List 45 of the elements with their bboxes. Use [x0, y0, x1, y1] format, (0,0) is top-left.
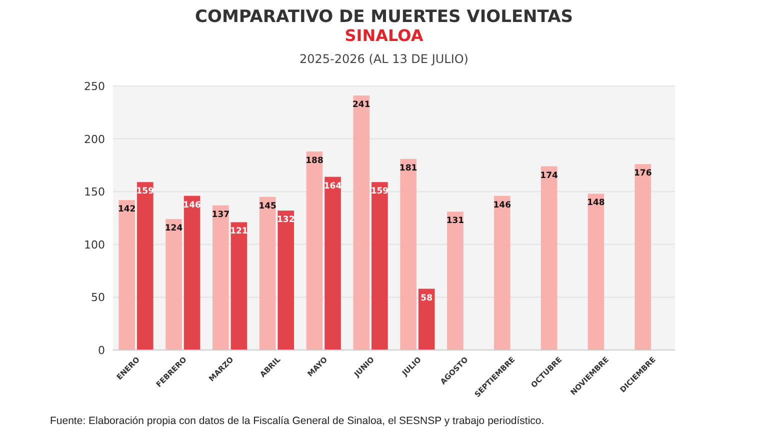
- bar: [230, 222, 248, 350]
- data-label: 241: [352, 100, 370, 110]
- bar: [212, 205, 229, 350]
- data-label: 137: [212, 210, 230, 220]
- bar: [166, 219, 182, 350]
- bar: [278, 210, 294, 350]
- y-tick-label: 200: [84, 132, 105, 146]
- y-tick-label: 100: [84, 238, 105, 252]
- text: 2025-2026 (AL 13 DE JULIO): [299, 52, 469, 66]
- chart-title: COMPARATIVO DE MUERTES VIOLENTAS: [195, 7, 573, 27]
- bar: [184, 196, 200, 350]
- bar: [400, 158, 416, 350]
- y-tick-label: 250: [84, 80, 105, 93]
- bar: [418, 288, 435, 350]
- data-label: 58: [420, 293, 433, 304]
- bar: [447, 212, 464, 350]
- data-label: 146: [493, 200, 512, 210]
- bar: [588, 194, 604, 350]
- y-tick-label: 50: [91, 291, 105, 304]
- bar: [372, 182, 388, 350]
- chart-subtitle: SINALOA: [344, 26, 424, 45]
- bar: [494, 196, 510, 350]
- data-label: 181: [399, 163, 418, 174]
- bar: [259, 196, 276, 350]
- data-label: 132: [276, 215, 295, 226]
- data-label: 188: [306, 156, 324, 166]
- data-label: 142: [118, 204, 136, 215]
- bar: [634, 164, 652, 350]
- data-label: 159: [136, 186, 154, 197]
- bar: [306, 151, 323, 350]
- data-label: 159: [370, 186, 389, 197]
- bar: [540, 166, 558, 350]
- y-tick-label: 150: [84, 186, 105, 199]
- bar: [324, 176, 341, 350]
- y-tick-label: 0: [98, 344, 105, 357]
- data-label: 131: [446, 216, 464, 226]
- bar: [136, 182, 154, 350]
- bar: [118, 200, 135, 350]
- data-label: 145: [258, 201, 277, 212]
- data-label: 176: [634, 168, 652, 179]
- bar: [353, 96, 370, 350]
- data-label: 174: [540, 170, 558, 181]
- data-label: 124: [164, 224, 183, 234]
- source-note: Fuente: Elaboración propia con datos de la Fiscalía General de Sinaloa, el SESNSP y trabajo periodístico.: [50, 415, 544, 427]
- data-label: 148: [587, 198, 605, 208]
